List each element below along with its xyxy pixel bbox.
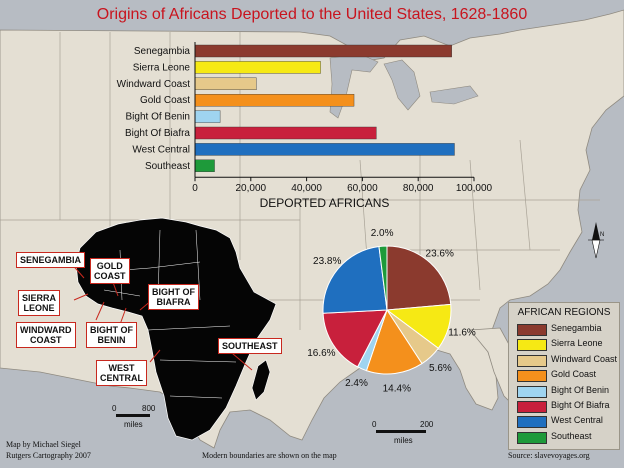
map-label-southeast: SOUTHEAST xyxy=(218,338,282,354)
map-label-bight-of-benin: BIGHT OF BENIN xyxy=(86,322,137,348)
africa-scale-unit: miles xyxy=(124,420,143,429)
legend-label: Sierra Leone xyxy=(551,338,603,349)
legend-label: Bight Of Biafra xyxy=(551,400,610,410)
legend-item: Sierra Leone xyxy=(517,338,617,352)
bar-x-tick-label: 20,000 xyxy=(236,183,267,194)
legend-swatch xyxy=(517,370,547,383)
pie-value-label: 23.6% xyxy=(426,249,454,260)
bar-category-label: Windward Coast xyxy=(117,79,191,90)
map-label-gold-coast: GOLD COAST xyxy=(90,258,130,284)
legend-title: AFRICAN REGIONS xyxy=(517,307,611,318)
boundaries-note: Modern boundaries are shown on the map xyxy=(202,451,337,460)
bar xyxy=(194,110,221,123)
bar-category-label: West Central xyxy=(132,144,190,155)
bar-x-tick-label: 40,000 xyxy=(291,183,322,194)
legend-swatch xyxy=(517,354,547,367)
legend-swatch xyxy=(517,385,547,398)
legend: AFRICAN REGIONS Senegambia Sierra Leone Wi… xyxy=(508,302,620,450)
chart-title: Origins of Africans Deported to the Unit… xyxy=(96,6,528,23)
great-lakes xyxy=(329,53,479,119)
us-scale-value: 200 xyxy=(420,420,434,429)
pie-slice xyxy=(386,245,452,311)
madagascar xyxy=(251,359,271,401)
bar xyxy=(194,77,257,91)
bar xyxy=(194,93,355,107)
africa-scale-value: 800 xyxy=(142,404,156,413)
pie-slice xyxy=(322,309,388,368)
pie-slice xyxy=(322,245,388,314)
bar-category-label: Sierra Leone xyxy=(133,62,191,73)
pie-value-label: 2.0% xyxy=(371,228,394,239)
legend-label: Southeast xyxy=(551,430,592,441)
bar xyxy=(194,143,455,156)
us-scale-unit: miles xyxy=(394,436,413,445)
bar xyxy=(194,159,215,173)
bar xyxy=(194,44,452,58)
bar-x-tick-label: 60,000 xyxy=(347,183,378,194)
legend-item: Windward Coast xyxy=(517,353,618,367)
us-scale-bar xyxy=(376,430,426,433)
legend-label: West Central xyxy=(551,415,603,426)
legend-swatch xyxy=(517,416,547,429)
pie-value-label: 5.6% xyxy=(429,363,452,374)
bar-category-label: Bight Of Benin xyxy=(126,112,190,123)
legend-item: Bight Of Biafra xyxy=(517,400,617,413)
legend-swatch xyxy=(517,324,547,336)
bar-category-label: Gold Coast xyxy=(140,95,190,106)
map-label-windward-coast: WINDWARD COAST xyxy=(16,322,76,348)
bar xyxy=(194,126,377,140)
pie-value-label: 23.8% xyxy=(313,256,341,267)
map-label-sierra-leone: SIERRA LEONE xyxy=(18,290,61,316)
map-label-bight-of-biafra: BIGHT OF BIAFRA xyxy=(148,284,199,310)
bar-category-label: Bight Of Biafra xyxy=(125,128,190,139)
legend-swatch xyxy=(517,339,547,352)
pie-value-label: 2.4% xyxy=(345,378,368,389)
pie-slice xyxy=(378,245,388,311)
bar-x-axis-label: DEPORTED AFRICANS xyxy=(260,196,390,210)
legend-item: Southeast xyxy=(517,430,617,444)
legend-label: Bight Of Benin xyxy=(551,384,610,395)
pie-slice xyxy=(365,308,423,375)
us-scale-zero: 0 xyxy=(372,420,377,429)
credit-institution: Rutgers Cartography 2007 xyxy=(6,451,91,460)
legend-item: Gold Coast xyxy=(517,369,617,383)
credit-author: Map by Michael Siegel xyxy=(6,440,81,449)
legend-item: West Central xyxy=(517,415,617,429)
bar-x-tick-label: 80,000 xyxy=(403,183,434,194)
bar-category-label: Senegambia xyxy=(134,46,191,57)
bar-x-tick-label: 0 xyxy=(192,183,198,194)
pie-value-label: 16.6% xyxy=(307,348,335,359)
legend-swatch xyxy=(517,401,547,413)
legend-label: Windward Coast xyxy=(551,353,618,364)
bar-chart: Senegambia Sierra Leone Windward Coast Gold… xyxy=(117,42,493,210)
map-label-west-central: WEST CENTRAL xyxy=(96,360,147,386)
bar xyxy=(194,61,321,74)
legend-label: Senegambia xyxy=(551,323,602,333)
legend-item: Bight Of Benin xyxy=(517,384,617,398)
africa-scale-bar xyxy=(116,414,150,417)
legend-item: Senegambia xyxy=(517,323,617,336)
north-arrow-icon xyxy=(588,222,604,259)
legend-label: Gold Coast xyxy=(551,369,597,380)
africa-scale-zero: 0 xyxy=(112,404,117,413)
source-note: Source: slavevoyages.org xyxy=(508,451,590,460)
pie-chart: 23.6% 11.6% 5.6% 14.4% 2.4% 16.6% 23.8% 2.0% xyxy=(307,228,476,394)
bar-x-tick-label: 100,000 xyxy=(456,183,493,194)
pie-value-label: 14.4% xyxy=(383,383,411,394)
bar-category-label: Southeast xyxy=(145,161,190,172)
north-label: N xyxy=(600,232,605,238)
legend-swatch xyxy=(517,431,547,444)
map-label-senegambia: SENEGAMBIA xyxy=(16,252,86,268)
pie-value-label: 11.6% xyxy=(448,327,476,338)
